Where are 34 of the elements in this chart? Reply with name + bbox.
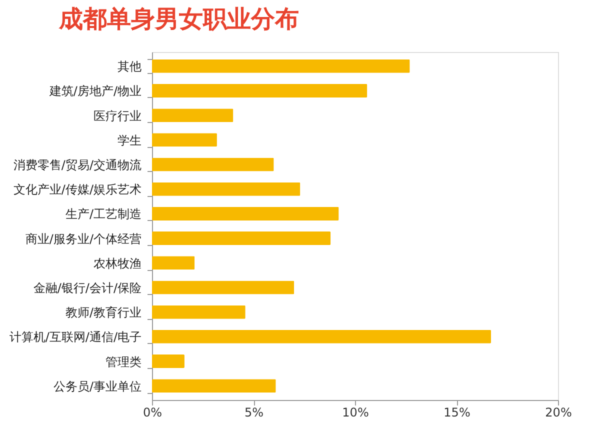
chart-title: 成都单身男女职业分布 — [58, 5, 299, 33]
x-tick-label: 20% — [545, 406, 572, 420]
y-tick-label: 公务员/事业单位 — [53, 379, 142, 394]
y-tick-label: 计算机/互联网/通信/电子 — [9, 330, 142, 344]
bar — [152, 330, 492, 344]
bar — [152, 206, 339, 220]
y-tick-label: 医疗行业 — [94, 108, 142, 123]
bar — [152, 84, 368, 98]
y-tick-label: 建筑/房地产/物业 — [48, 84, 142, 98]
bar — [152, 133, 217, 147]
y-tick-label: 其他 — [118, 60, 142, 74]
bar — [152, 59, 410, 73]
y-tick-label: 商业/服务业/个体经营 — [25, 232, 142, 246]
bar — [152, 232, 331, 246]
y-tick-label: 农林牧渔 — [94, 256, 142, 270]
bar — [152, 182, 300, 196]
y-tick-label: 学生 — [118, 133, 142, 148]
bar — [152, 379, 276, 393]
x-tick-label: 10% — [342, 406, 369, 420]
y-tick-label: 教师/教育行业 — [65, 306, 142, 320]
x-tick-label: 5% — [244, 406, 264, 420]
y-tick-label: 管理类 — [106, 354, 142, 369]
y-tick-label: 消费零售/贸易/交通物流 — [13, 158, 142, 172]
bar — [152, 256, 195, 270]
bar — [152, 108, 234, 122]
y-tick-label: 生产/工艺制造 — [65, 207, 142, 222]
bar — [152, 305, 246, 319]
bar — [152, 354, 184, 368]
x-tick-label: 0% — [142, 406, 162, 420]
x-tick-label: 15% — [444, 406, 470, 420]
y-tick-label: 文化产业/传媒/娱乐艺术 — [13, 182, 142, 197]
bar — [152, 158, 274, 172]
y-tick-label: 金融/银行/会计/保险 — [33, 280, 142, 295]
bar — [152, 280, 294, 294]
